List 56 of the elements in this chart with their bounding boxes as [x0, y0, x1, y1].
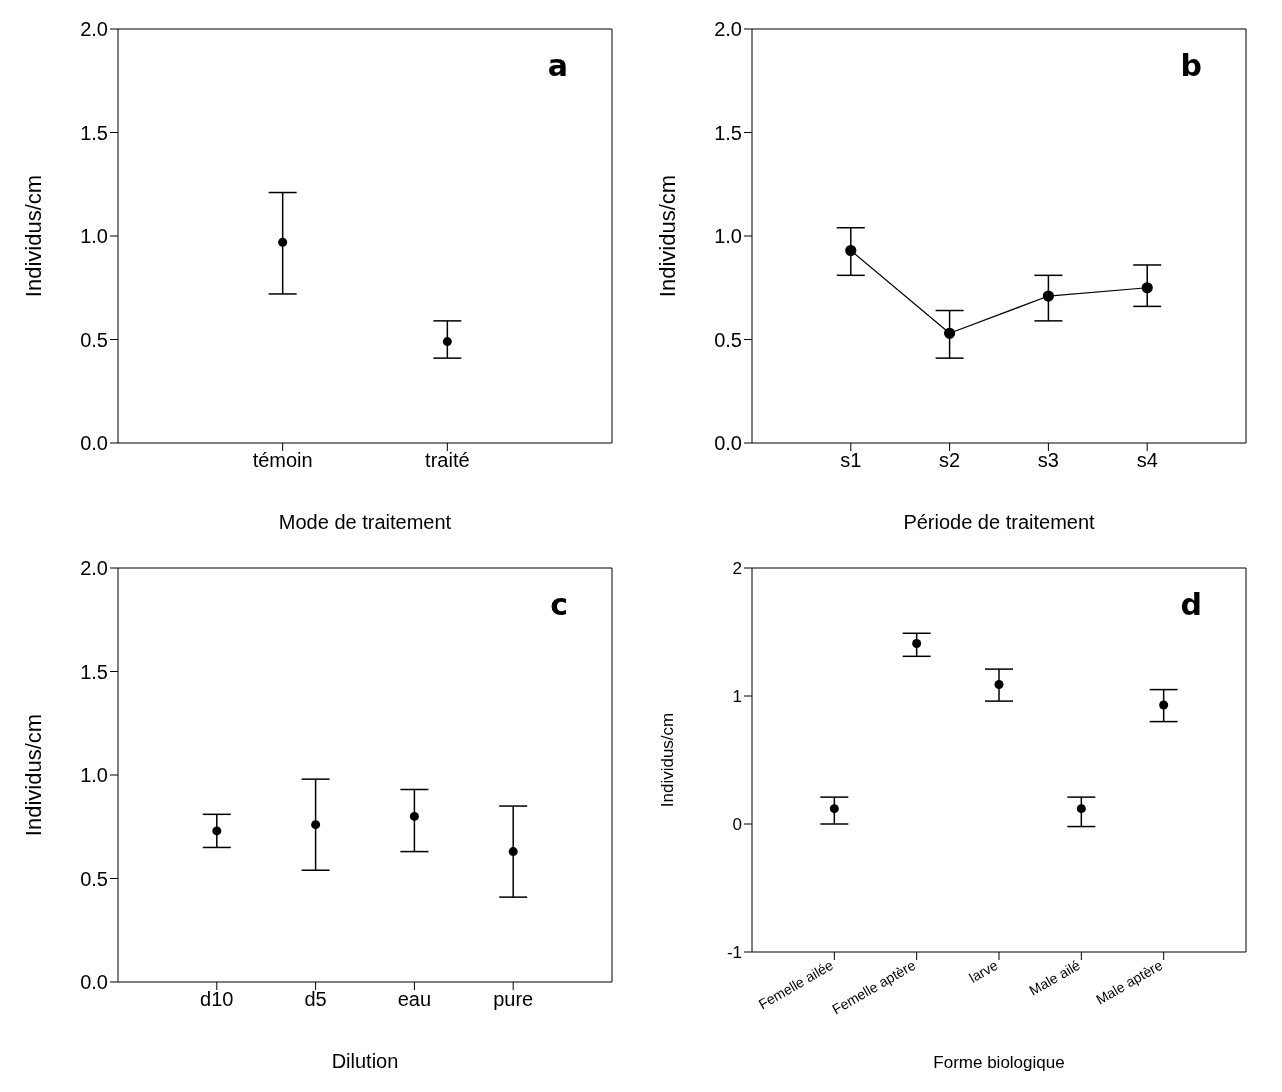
point [1042, 290, 1054, 302]
x-axis-title: Mode de traitement [278, 511, 452, 533]
point [311, 820, 321, 830]
y-tick-label: 0.0 [80, 971, 108, 994]
y-axis-title: Individus/cm [20, 713, 46, 837]
x-tick-label: témoin [252, 449, 313, 472]
y-tick-label: 1.0 [80, 764, 108, 787]
point [912, 639, 922, 649]
y-tick-label: 1 [732, 687, 742, 707]
x-tick-label: larve [966, 956, 1001, 986]
y-tick-label: 2 [732, 559, 742, 579]
x-tick-label: Male ailé [1026, 956, 1084, 999]
point [1159, 700, 1169, 710]
x-tick-label: s4 [1136, 449, 1158, 472]
x-tick-label: d5 [304, 988, 327, 1011]
point [508, 847, 518, 857]
y-axis-title: Individus/cm [20, 174, 46, 298]
annotation: a [547, 48, 568, 83]
x-tick-label: s1 [840, 449, 862, 472]
y-tick-label: 1.5 [80, 121, 108, 144]
y-tick-label: 0.0 [714, 432, 742, 455]
point [994, 679, 1004, 689]
y-tick-label: 0.5 [714, 328, 742, 351]
point [1141, 282, 1153, 294]
x-tick-label: s2 [939, 449, 961, 472]
y-tick-label: 1.0 [714, 225, 742, 248]
y-tick-label: 1.0 [80, 225, 108, 248]
y-tick-label: 0.5 [80, 867, 108, 890]
annotation: c [550, 587, 568, 622]
point [212, 826, 222, 836]
y-axis-title: Individus/cm [654, 174, 680, 298]
y-tick-label: 0.0 [80, 432, 108, 455]
point [944, 327, 956, 339]
x-tick-label: eau [397, 988, 432, 1011]
x-tick-label: d10 [200, 988, 234, 1011]
x-axis-title: Forme biologique [933, 1053, 1065, 1072]
y-axis-title: Individus/cm [658, 712, 678, 808]
x-tick-label: traité [425, 449, 470, 472]
x-tick-label: pure [493, 988, 534, 1011]
y-tick-label: 2.0 [80, 18, 108, 41]
x-tick-label: s3 [1037, 449, 1059, 472]
annotation: b [1180, 48, 1202, 83]
y-tick-label: 1.5 [714, 121, 742, 144]
x-axis-title: Dilution [331, 1050, 399, 1072]
y-tick-label: 0.5 [80, 328, 108, 351]
x-axis-title: Période de traitement [903, 511, 1096, 533]
point [845, 244, 857, 257]
point [829, 804, 839, 814]
y-tick-label: -1 [726, 943, 742, 963]
y-tick-label: 2.0 [80, 557, 108, 580]
annotation: d [1180, 587, 1202, 622]
y-tick-label: 2.0 [714, 18, 742, 41]
point [409, 811, 419, 821]
y-tick-label: 1.5 [80, 660, 108, 683]
point [1076, 804, 1086, 814]
y-tick-label: 0 [732, 815, 742, 835]
